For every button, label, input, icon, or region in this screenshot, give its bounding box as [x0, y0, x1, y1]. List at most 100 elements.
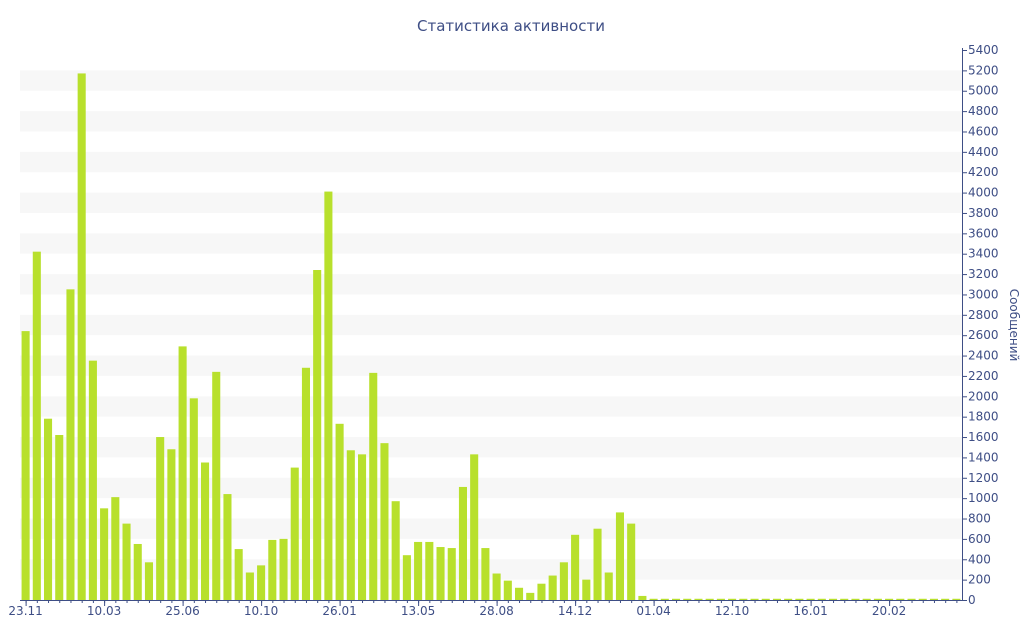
bar [414, 541, 423, 600]
bar [918, 598, 927, 600]
y-axis: 0 200 400 600 800 1000 1200 1400 1600 1800 2000 220… [962, 43, 999, 607]
bar [795, 598, 804, 600]
x-tick-label: 28.08 [479, 604, 513, 618]
bar [66, 289, 75, 600]
bar [301, 367, 310, 600]
y-tick-label: 200 [968, 573, 991, 587]
y-tick-label: 1400 [968, 450, 999, 464]
grid-band [20, 396, 962, 417]
bar [447, 548, 456, 600]
bar [705, 598, 714, 600]
bar [503, 580, 512, 600]
bar [167, 449, 176, 600]
y-tick-label: 800 [968, 512, 991, 526]
y-tick-label: 3600 [968, 226, 999, 240]
bar [44, 418, 53, 600]
bar [526, 592, 535, 600]
bar [122, 523, 131, 600]
y-tick-label: 4800 [968, 104, 999, 118]
grid-band [20, 437, 962, 458]
y-tick-label: 1600 [968, 430, 999, 444]
grid-band [20, 355, 962, 376]
y-tick-label: 1800 [968, 410, 999, 424]
bar [817, 598, 826, 600]
bars [21, 73, 961, 601]
bar [77, 73, 86, 601]
bar [929, 598, 938, 600]
bar [638, 595, 647, 600]
bar [290, 467, 299, 600]
bar [21, 331, 30, 600]
bar [144, 562, 153, 600]
bar [458, 486, 467, 600]
bar [571, 534, 580, 600]
bar [851, 598, 860, 600]
bar [694, 598, 703, 600]
bar [257, 565, 266, 600]
bar [324, 191, 333, 600]
bar [907, 598, 916, 600]
y-tick-label: 3800 [968, 206, 999, 220]
bar [100, 508, 109, 600]
y-tick-label: 600 [968, 532, 991, 546]
bar [862, 598, 871, 600]
x-tick-label: 12.10 [715, 604, 749, 618]
bar [896, 598, 905, 600]
bar [133, 543, 142, 600]
bar [672, 598, 681, 600]
grid-band [20, 477, 962, 499]
bar [492, 573, 501, 600]
bar [481, 548, 490, 600]
bar [470, 454, 479, 600]
bar [402, 555, 411, 600]
bar [761, 598, 770, 600]
bar [582, 579, 591, 600]
bar [784, 598, 793, 600]
grid-band [20, 559, 962, 580]
x-tick-label: 20.02 [872, 604, 906, 618]
y-tick-label: 4600 [968, 124, 999, 138]
bar [358, 454, 367, 600]
bar [369, 372, 378, 600]
grid-bands [20, 70, 962, 580]
grid-band [20, 70, 962, 91]
bar [548, 575, 557, 600]
y-tick-label: 4200 [968, 165, 999, 179]
bar [840, 598, 849, 600]
y-tick-label: 1000 [968, 491, 999, 505]
grid-band [20, 314, 962, 336]
bar [391, 501, 400, 600]
bar [55, 435, 64, 600]
x-tick-label: 23.11 [8, 604, 42, 618]
x-tick-label: 14.12 [558, 604, 592, 618]
bar [436, 547, 445, 600]
bar [313, 270, 322, 600]
bar [593, 528, 602, 600]
bar [201, 462, 210, 600]
y-tick-label: 4000 [968, 186, 999, 200]
x-tick-label: 13.05 [401, 604, 435, 618]
bar [156, 437, 165, 600]
bar [335, 423, 344, 600]
y-tick-label: 3400 [968, 247, 999, 261]
bar [223, 494, 232, 600]
bar [537, 583, 546, 600]
y-axis-title: Сообщений [1007, 289, 1021, 362]
bar [346, 450, 355, 600]
x-tick-label: 10.03 [87, 604, 121, 618]
bar [178, 346, 187, 600]
bar [739, 598, 748, 600]
bar [750, 598, 759, 600]
bar [772, 598, 781, 600]
x-tick-label: 16.01 [793, 604, 827, 618]
x-axis: 23.11 10.03 25.06 10.10 26.01 13.05 28.08 14.12… [8, 600, 962, 618]
grid-band [20, 233, 962, 254]
y-tick-label: 0 [968, 593, 976, 607]
bar [279, 538, 288, 600]
y-tick-label: 3200 [968, 267, 999, 281]
bar [716, 598, 725, 600]
y-tick-label: 1200 [968, 471, 999, 485]
bar [380, 443, 389, 600]
